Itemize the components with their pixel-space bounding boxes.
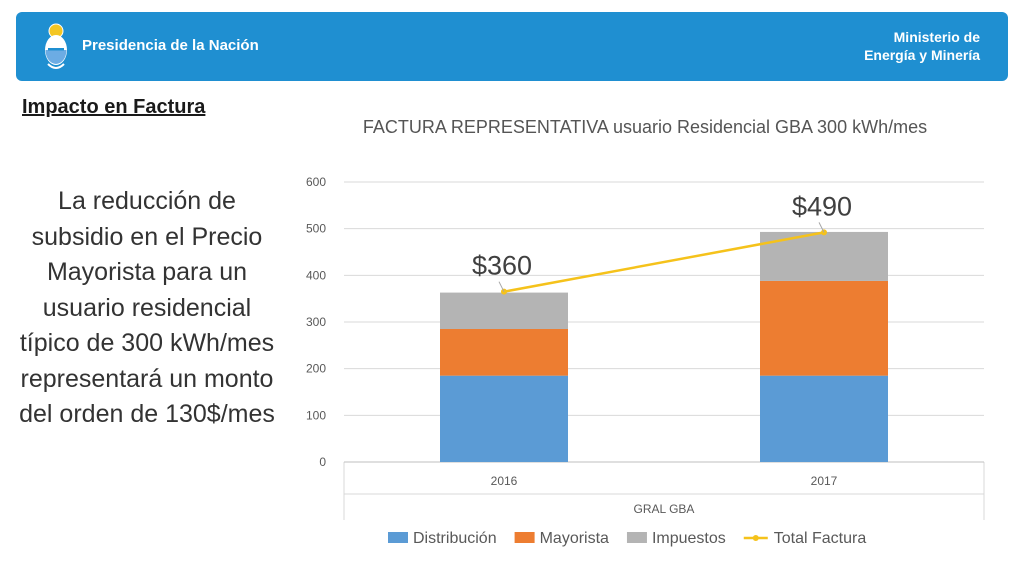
ministry-line-1: Ministerio de	[893, 29, 980, 45]
legend-label: Impuestos	[652, 530, 726, 547]
bar-segment	[760, 231, 888, 281]
ministry-name: Ministerio de Energía y Minería	[864, 28, 980, 64]
total-factura-point	[501, 288, 507, 295]
bar-segment	[440, 329, 568, 376]
legend-line-marker	[752, 535, 759, 541]
section-title: Impacto en Factura	[22, 96, 206, 118]
y-tick-label: 200	[306, 362, 326, 376]
annotation-leader	[498, 281, 505, 292]
x-axis-label: GRAL GBA	[634, 502, 695, 516]
legend-label: Mayorista	[540, 530, 609, 547]
y-tick-label: 0	[319, 455, 326, 469]
y-tick-label: 600	[306, 175, 326, 189]
bar-segment	[440, 292, 568, 329]
y-tick-label: 400	[306, 268, 326, 282]
y-tick-label: 300	[306, 315, 326, 329]
bar-segment	[440, 375, 568, 462]
total-annotation: $490	[792, 191, 852, 221]
y-tick-label: 500	[306, 222, 326, 236]
annotation-leader	[818, 222, 825, 233]
total-factura-line	[503, 231, 825, 293]
legend-swatch	[514, 532, 535, 543]
y-tick-label: 100	[306, 408, 326, 422]
body-text: La reducción de subsidio en el Precio Ma…	[19, 187, 275, 428]
legend-swatch	[388, 532, 408, 543]
chart: FACTURA REPRESENTATIVA usuario Residenci…	[290, 108, 1010, 568]
header-banner: Presidencia de la Nación Ministerio de E…	[16, 12, 1008, 81]
bar-segment	[760, 375, 888, 462]
legend-swatch	[626, 532, 647, 543]
bar-segment	[760, 280, 888, 376]
x-tick-label: 2017	[811, 474, 838, 488]
legend-label: Distribución	[413, 530, 497, 547]
x-tick-label: 2016	[491, 474, 518, 488]
argentina-coat-of-arms-icon	[45, 23, 67, 69]
ministry-line-2: Energía y Minería	[864, 47, 980, 63]
chart-svg: 0 100 200 300 400 500 600 2016 2017 GRAL GBA $360 $…	[306, 175, 985, 547]
legend-label: Total Factura	[774, 530, 867, 547]
government-name: Presidencia de la Nación	[82, 37, 259, 54]
total-annotation: $360	[472, 251, 532, 281]
chart-title: FACTURA REPRESENTATIVA usuario Residenci…	[362, 117, 928, 137]
